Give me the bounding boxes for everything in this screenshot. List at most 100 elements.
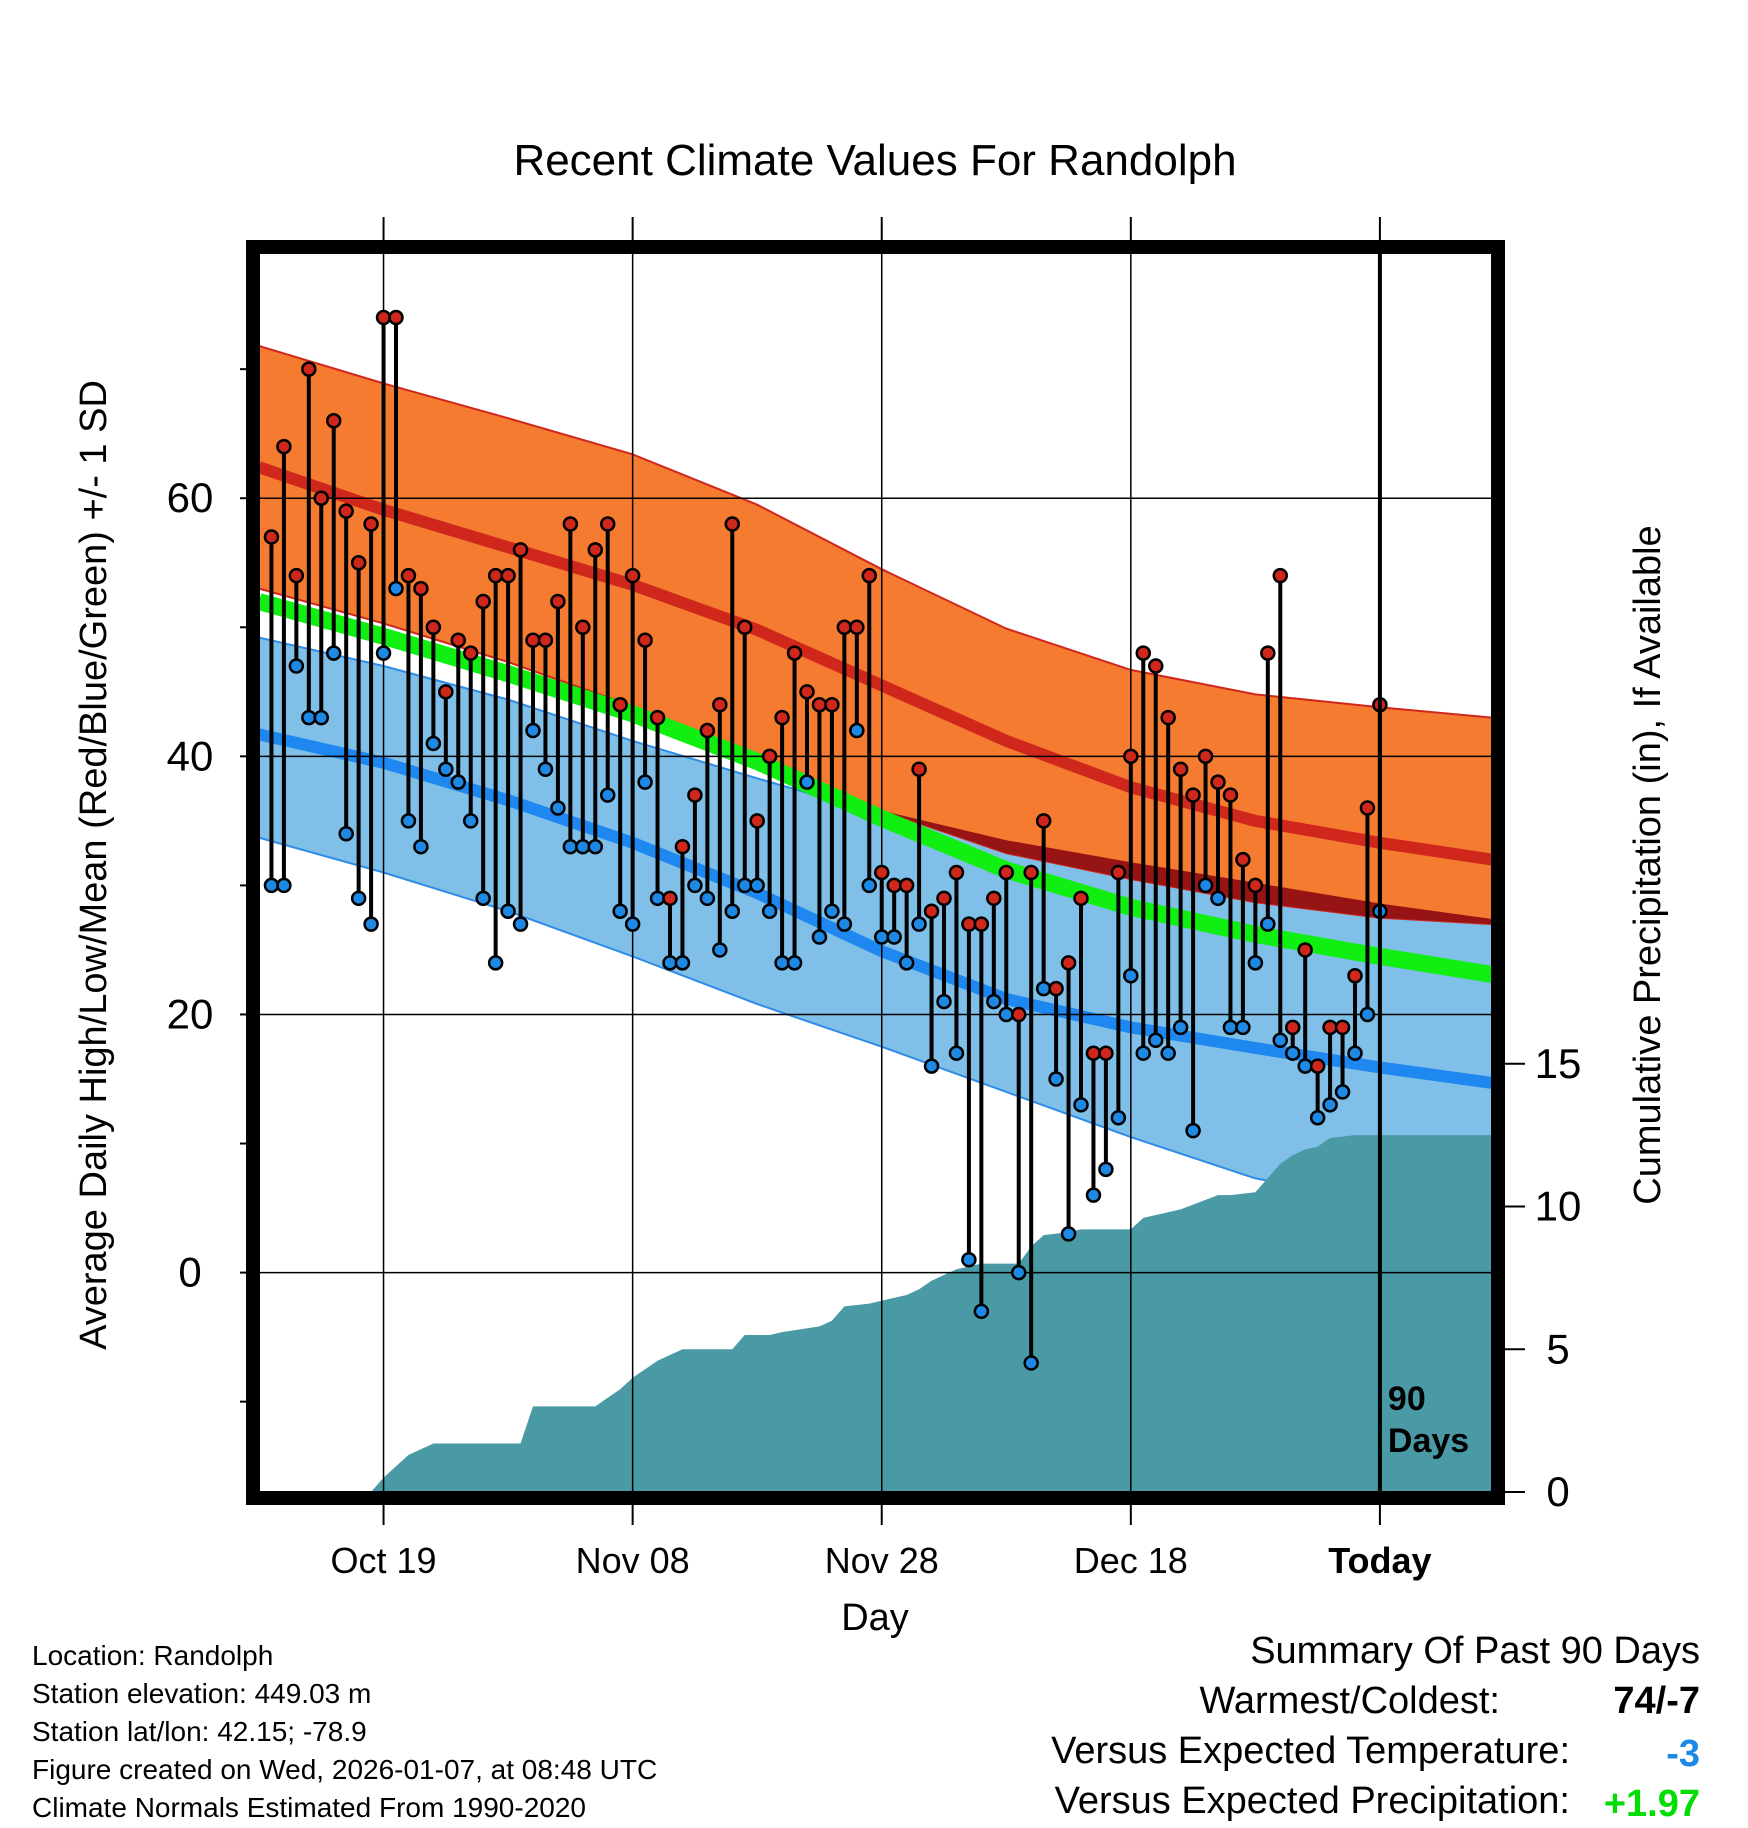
- today-days-number: 90: [1388, 1380, 1426, 1418]
- footer-location: Location: Randolph: [32, 1640, 274, 1671]
- x-tick-label: Oct 19: [331, 1540, 437, 1581]
- low-point: [537, 761, 554, 777]
- high-point: [263, 529, 280, 545]
- low-point: [998, 1006, 1015, 1023]
- high-point: [388, 309, 404, 326]
- low-sd-band: [259, 636, 1492, 1210]
- x-tick-label: Today: [1328, 1540, 1431, 1581]
- low-point: [1035, 980, 1052, 997]
- y2-tick-label: 0: [1546, 1468, 1569, 1515]
- high-point: [1123, 748, 1139, 765]
- low-point: [761, 903, 778, 919]
- high-sd-band: [259, 344, 1492, 926]
- low-point: [662, 955, 678, 971]
- high-point: [276, 438, 292, 455]
- low-point: [475, 890, 491, 907]
- high-point: [624, 567, 641, 584]
- footer-latlon: Station lat/lon: 42.15; -78.9: [32, 1716, 367, 1747]
- low-point: [824, 903, 840, 919]
- high-point: [1260, 645, 1276, 661]
- high-point: [1347, 968, 1363, 984]
- high-point: [562, 516, 579, 532]
- high-point: [1210, 774, 1226, 790]
- summary-precip-label: Versus Expected Precipitation:: [1054, 1780, 1570, 1822]
- low-point: [786, 955, 803, 971]
- high-point: [886, 877, 902, 894]
- low-point: [512, 916, 529, 932]
- high-point: [749, 813, 765, 829]
- summary-title: Summary Of Past 90 Days: [1250, 1630, 1700, 1672]
- high-point: [338, 503, 354, 519]
- low-point: [1284, 1045, 1301, 1061]
- high-point: [973, 916, 990, 932]
- high-point: [438, 684, 454, 700]
- high-point: [550, 593, 566, 610]
- high-point: [363, 516, 379, 532]
- y2-axis-label: Cumulative Precipitation (in), If Availa…: [1627, 525, 1669, 1204]
- low-point: [1222, 1019, 1239, 1036]
- high-point: [873, 864, 890, 881]
- observations: 90 Days: [263, 253, 1469, 1492]
- low-point: [1010, 1264, 1027, 1281]
- low-point: [1185, 1122, 1201, 1139]
- high-point: [1222, 787, 1239, 803]
- low-point: [1260, 916, 1276, 932]
- high-point: [587, 542, 604, 558]
- summary-temp-label: Versus Expected Temperature:: [1051, 1730, 1570, 1772]
- low-point: [649, 890, 666, 907]
- high-point: [1272, 567, 1289, 584]
- low-point: [911, 916, 927, 932]
- high-point: [986, 890, 1002, 907]
- low-point: [1073, 1097, 1089, 1113]
- low-point: [1160, 1045, 1176, 1061]
- low-point: [724, 903, 741, 919]
- today-days-label: Days: [1388, 1422, 1469, 1460]
- low-point: [301, 709, 317, 726]
- high-point: [425, 619, 442, 636]
- high-point: [325, 413, 342, 429]
- high-point: [400, 567, 417, 584]
- high-point: [662, 890, 678, 907]
- x-tick-label: Nov 28: [825, 1540, 939, 1581]
- low-point: [1048, 1071, 1064, 1087]
- low-point: [1297, 1058, 1313, 1074]
- low-point: [438, 761, 454, 777]
- low-point: [774, 955, 790, 971]
- high-point: [1297, 942, 1313, 958]
- high-point: [1147, 658, 1164, 674]
- high-point: [1322, 1019, 1338, 1036]
- high-point: [1048, 980, 1064, 997]
- low-point: [413, 838, 429, 855]
- low-point: [861, 877, 878, 894]
- low-point: [886, 929, 902, 945]
- low-point: [936, 993, 952, 1010]
- low-point: [288, 658, 305, 674]
- low-point: [263, 877, 280, 894]
- low-point: [450, 774, 467, 790]
- low-point: [923, 1058, 940, 1074]
- high-point: [1334, 1019, 1351, 1036]
- high-point: [1197, 748, 1214, 765]
- low-point: [1334, 1084, 1351, 1100]
- high-point: [824, 696, 840, 713]
- high-point: [923, 903, 940, 919]
- high-point: [699, 722, 716, 739]
- high-point: [961, 916, 977, 932]
- chart-title: Recent Climate Values For Randolph: [513, 136, 1236, 185]
- low-point: [898, 955, 915, 971]
- high-point: [450, 632, 467, 648]
- low-point: [1235, 1019, 1251, 1036]
- x-axis-label: Day: [841, 1597, 909, 1639]
- high-point: [736, 619, 753, 636]
- high-point: [786, 645, 803, 661]
- low-point: [425, 735, 442, 752]
- low-point: [1247, 955, 1264, 971]
- footer-created: Figure created on Wed, 2026-01-07, at 08…: [32, 1754, 658, 1785]
- y-axis-label: Average Daily High/Low/Mean (Red/Blue/Gr…: [73, 380, 115, 1350]
- footer-normals: Climate Normals Estimated From 1990-2020: [32, 1792, 586, 1823]
- low-point: [1172, 1019, 1189, 1036]
- high-point: [724, 516, 741, 532]
- low-point: [562, 838, 579, 855]
- low-point: [749, 877, 765, 894]
